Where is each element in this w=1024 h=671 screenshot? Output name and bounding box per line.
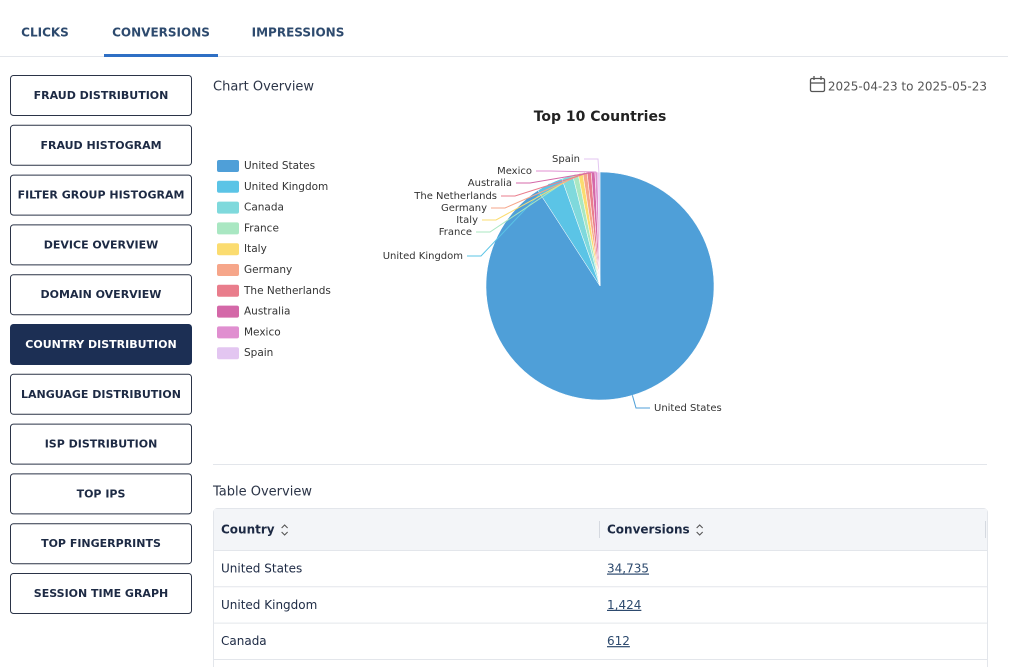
nav-button-label[interactable]: FILTER GROUP HISTOGRAM xyxy=(18,189,185,202)
nav-button-label[interactable]: LANGUAGE DISTRIBUTION xyxy=(21,388,181,401)
conversions-link[interactable]: 34,735 xyxy=(607,562,649,576)
sort-icon[interactable] xyxy=(281,524,289,536)
table-section-title: Table Overview xyxy=(212,485,312,500)
nav-button[interactable] xyxy=(10,473,192,515)
nav-button[interactable] xyxy=(10,274,192,316)
pie-label: Mexico xyxy=(497,166,532,177)
leader-line xyxy=(482,173,581,221)
pie-label: United Kingdom xyxy=(383,251,463,262)
legend-swatch[interactable] xyxy=(217,326,239,339)
legend-label[interactable]: United Kingdom xyxy=(244,181,328,193)
nav-button-label[interactable]: FRAUD HISTOGRAM xyxy=(40,139,161,152)
leader-line xyxy=(631,395,650,409)
leader-line xyxy=(501,172,590,197)
date-range[interactable]: 2025-04-23 to 2025-05-23 xyxy=(828,80,987,94)
legend-swatch[interactable] xyxy=(217,284,239,297)
legend-swatch[interactable] xyxy=(217,243,239,256)
chart-section-title: Chart Overview xyxy=(213,80,314,95)
pie-label: Germany xyxy=(441,203,487,214)
legend-label[interactable]: Mexico xyxy=(244,326,281,338)
nav-button[interactable] xyxy=(10,523,192,565)
legend-label[interactable]: Canada xyxy=(244,202,284,214)
table-cell: Canada xyxy=(221,634,267,648)
chart-title: Top 10 Countries xyxy=(534,109,667,125)
table-cell: United Kingdom xyxy=(221,598,317,612)
legend-swatch[interactable] xyxy=(217,180,239,193)
legend-swatch[interactable] xyxy=(217,305,239,318)
nav-button-label[interactable]: DEVICE OVERVIEW xyxy=(44,238,158,251)
legend-label[interactable]: Australia xyxy=(244,306,290,318)
leader-line xyxy=(476,174,576,233)
table-header-cell[interactable]: Conversions xyxy=(607,523,690,537)
legend-swatch[interactable] xyxy=(217,201,239,214)
conversions-link[interactable]: 612 xyxy=(607,634,630,648)
legend-label[interactable]: United States xyxy=(244,160,315,172)
nav-button-label[interactable]: TOP IPS xyxy=(77,487,126,500)
table-cell: United States xyxy=(221,562,302,576)
nav-button[interactable] xyxy=(10,373,192,415)
legend-label[interactable]: Italy xyxy=(244,243,267,255)
nav-button-label[interactable]: FRAUD DISTRIBUTION xyxy=(34,89,169,102)
legend-label[interactable]: The Netherlands xyxy=(243,285,331,297)
leader-line xyxy=(516,171,594,184)
pie-label: United States xyxy=(654,403,722,414)
conversions-link[interactable]: 1,424 xyxy=(607,598,641,612)
tab[interactable]: CLICKS xyxy=(21,26,69,40)
nav-button-label[interactable]: TOP FINGERPRINTS xyxy=(41,537,161,550)
nav-button-label[interactable]: DOMAIN OVERVIEW xyxy=(41,288,162,301)
nav-button[interactable] xyxy=(10,174,192,216)
nav-button[interactable] xyxy=(10,573,192,614)
nav-button[interactable] xyxy=(10,324,192,365)
tab-underline xyxy=(104,54,218,57)
nav-button[interactable] xyxy=(10,423,192,465)
pie-label: The Netherlands xyxy=(413,191,497,202)
nav-button[interactable] xyxy=(10,75,192,116)
table-header-cell[interactable]: Country xyxy=(221,523,275,537)
legend-swatch[interactable] xyxy=(217,160,239,172)
pie-label: France xyxy=(439,227,472,238)
tab[interactable]: IMPRESSIONS xyxy=(252,26,345,40)
nav-button-label[interactable]: COUNTRY DISTRIBUTION xyxy=(25,338,176,351)
nav-button[interactable] xyxy=(10,124,192,166)
legend-label[interactable]: Spain xyxy=(244,347,273,359)
legend-swatch[interactable] xyxy=(217,347,239,360)
table-header xyxy=(214,509,987,550)
nav-button-label[interactable]: ISP DISTRIBUTION xyxy=(45,438,158,451)
tab[interactable]: CONVERSIONS xyxy=(112,26,210,40)
sort-icon[interactable] xyxy=(696,524,704,536)
legend-label[interactable]: France xyxy=(244,222,279,234)
leader-line xyxy=(584,158,600,173)
legend-swatch[interactable] xyxy=(217,222,239,235)
pie-label: Italy xyxy=(456,215,478,226)
nav-button[interactable] xyxy=(10,224,192,266)
leader-line xyxy=(491,172,586,209)
legend-swatch[interactable] xyxy=(217,264,239,276)
nav-button-label[interactable]: SESSION TIME GRAPH xyxy=(34,587,168,600)
calendar-icon xyxy=(809,76,826,93)
legend-label[interactable]: Germany xyxy=(244,264,292,276)
leader-line xyxy=(536,170,597,173)
pie-label: Australia xyxy=(468,178,512,189)
pie-label: Spain xyxy=(552,154,580,165)
